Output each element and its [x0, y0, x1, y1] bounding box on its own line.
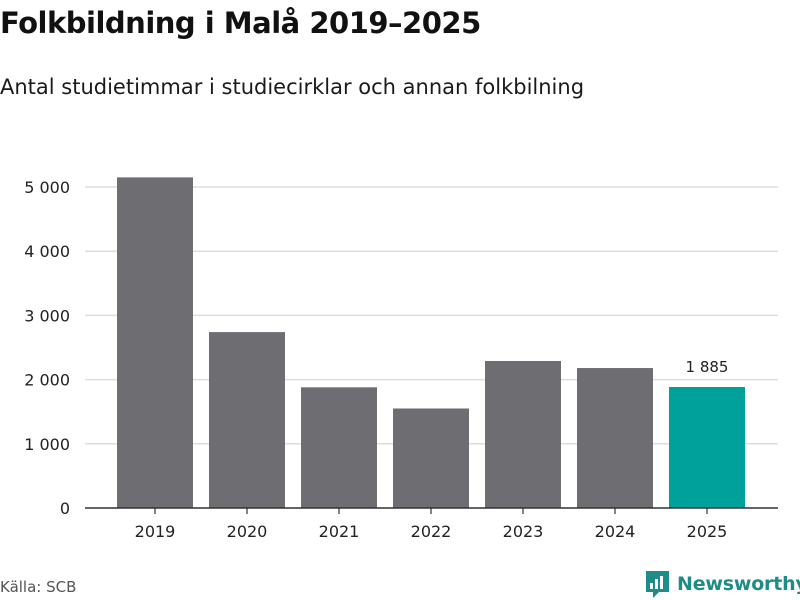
bar-2024 — [577, 368, 653, 508]
y-tick-label: 4 000 — [24, 242, 70, 261]
y-tick-label: 1 000 — [24, 435, 70, 454]
brand-name: Newsworthy — [677, 573, 800, 595]
brand-logo: Newsworthy — [644, 569, 800, 599]
bar-2019 — [117, 177, 193, 508]
x-tick-label: 2025 — [687, 522, 728, 541]
y-axis-ticks: 0 1 000 2 000 3 000 4 000 5 000 — [24, 178, 70, 518]
x-tick-label: 2020 — [227, 522, 268, 541]
y-tick-label: 5 000 — [24, 178, 70, 197]
x-tick-label: 2023 — [503, 522, 544, 541]
source-note: Källa: SCB — [0, 578, 77, 596]
data-labels: 1 885 — [686, 358, 729, 376]
x-axis-ticks: 2019 2020 2021 2022 2023 2024 2025 — [135, 508, 728, 541]
y-tick-label: 2 000 — [24, 371, 70, 390]
bar-2023 — [485, 360, 561, 508]
newsworthy-logo-icon — [646, 571, 669, 598]
y-tick-label: 0 — [60, 499, 70, 518]
bar-2022 — [393, 408, 469, 508]
bar-2025 — [669, 386, 745, 508]
x-tick-label: 2022 — [411, 522, 452, 541]
bar-2020 — [209, 332, 285, 508]
chart-title: Folkbildning i Malå 2019–2025 — [0, 6, 481, 40]
data-label: 1 885 — [686, 358, 729, 376]
bars — [117, 177, 745, 508]
x-tick-label: 2021 — [319, 522, 360, 541]
x-tick-label: 2024 — [595, 522, 636, 541]
bar-2021 — [301, 387, 377, 508]
x-tick-label: 2019 — [135, 522, 176, 541]
chart-subtitle: Antal studietimmar i studiecirklar och a… — [0, 75, 585, 99]
y-tick-label: 3 000 — [24, 306, 70, 325]
